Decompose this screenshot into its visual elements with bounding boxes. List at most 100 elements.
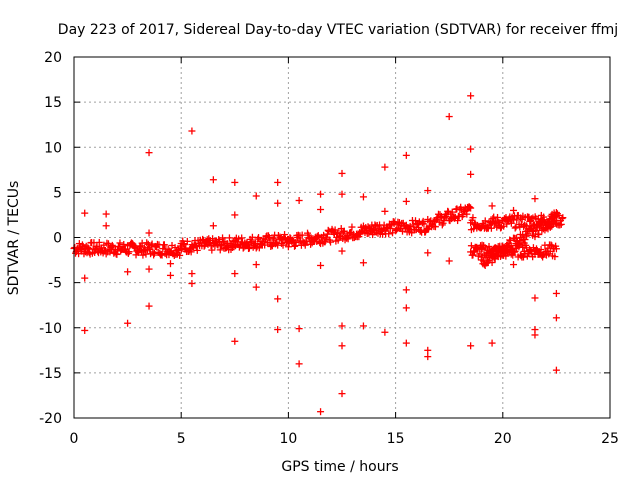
x-tick-label: 10 [279, 431, 297, 447]
data-point [252, 261, 260, 269]
data-point [295, 360, 303, 368]
data-point [145, 265, 153, 273]
data-point [327, 238, 335, 246]
data-point [139, 251, 147, 259]
data-point [265, 234, 273, 242]
data-point [488, 202, 496, 210]
data-point [386, 225, 394, 233]
data-point [338, 322, 346, 330]
data-point [552, 314, 560, 322]
data-point [507, 242, 515, 250]
data-point [482, 251, 490, 259]
data-point [359, 193, 367, 201]
data-point [424, 187, 432, 195]
data-point [448, 208, 456, 216]
data-point [509, 245, 517, 253]
data-point [116, 239, 124, 247]
data-point [274, 178, 282, 186]
data-point [536, 220, 544, 228]
data-point [209, 176, 217, 184]
data-point [291, 242, 299, 250]
data-point [274, 326, 282, 334]
data-point [531, 331, 539, 339]
data-point [488, 339, 496, 347]
data-point [478, 253, 486, 261]
data-point [209, 222, 217, 230]
data-point [467, 204, 475, 212]
y-tick-label: 10 [44, 140, 62, 156]
data-point [179, 240, 187, 248]
data-point [280, 234, 288, 242]
data-point [235, 235, 243, 243]
data-point [487, 247, 495, 255]
data-point [160, 241, 168, 249]
data-point [225, 234, 233, 242]
data-point [508, 246, 516, 254]
data-point [502, 247, 510, 255]
data-point [420, 220, 428, 228]
x-axis-label: GPS time / hours [281, 459, 398, 475]
data-point [292, 238, 300, 246]
data-point [219, 234, 227, 242]
axis-ticks [73, 56, 611, 419]
data-point [424, 346, 432, 354]
data-point [552, 366, 560, 374]
data-point [102, 210, 110, 218]
data-point [559, 214, 567, 222]
data-point [467, 242, 475, 250]
data-point [295, 325, 303, 333]
data-point [381, 328, 389, 336]
data-point [341, 236, 349, 244]
data-point [481, 217, 489, 225]
data-point [255, 234, 263, 242]
data-point [245, 244, 253, 252]
data-point [340, 227, 348, 235]
y-tick-label: -10 [39, 321, 62, 337]
data-point [301, 241, 309, 249]
data-point [546, 215, 554, 223]
data-point [298, 231, 306, 239]
data-point [488, 259, 496, 267]
data-point [188, 270, 196, 278]
data-point [145, 149, 153, 157]
data-point [509, 251, 517, 259]
data-point [180, 241, 188, 249]
data-point [187, 248, 195, 256]
data-point [231, 270, 239, 278]
data-point [519, 253, 527, 261]
data-point [188, 280, 196, 288]
data-point [402, 304, 410, 312]
data-point [274, 199, 282, 207]
data-point [324, 226, 332, 234]
data-point [381, 163, 389, 171]
data-point [317, 408, 325, 416]
data-point [338, 390, 346, 398]
data-point [535, 230, 543, 238]
data-point [454, 217, 462, 225]
data-point [81, 326, 89, 334]
data-point [183, 237, 191, 245]
data-point [494, 213, 502, 221]
data-point [338, 342, 346, 350]
y-tick-label: 15 [44, 95, 62, 111]
y-tick-label: 5 [53, 185, 62, 201]
data-point [552, 245, 560, 253]
data-point [467, 342, 475, 350]
data-point [291, 242, 299, 250]
data-point [424, 353, 432, 361]
data-point [445, 113, 453, 121]
data-point [402, 339, 410, 347]
data-point [424, 249, 432, 257]
data-point [537, 221, 545, 229]
data-point [281, 231, 289, 239]
data-point [510, 261, 518, 269]
data-point [238, 234, 246, 242]
data-point [317, 190, 325, 198]
data-point [248, 233, 256, 241]
data-point [531, 195, 539, 203]
data-point [537, 246, 545, 254]
data-point [406, 222, 414, 230]
data-point [288, 237, 296, 245]
data-point [338, 247, 346, 255]
